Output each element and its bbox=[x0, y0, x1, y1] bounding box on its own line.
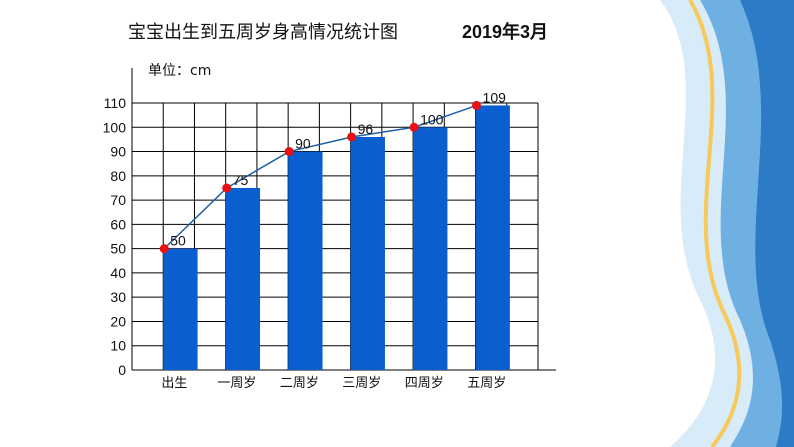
y-tick-label: 100 bbox=[103, 119, 127, 135]
bar-4 bbox=[413, 127, 448, 370]
data-label: 90 bbox=[295, 136, 311, 152]
x-tick-label: 三周岁 bbox=[342, 375, 381, 390]
line-point-4 bbox=[409, 122, 419, 132]
bar-2 bbox=[288, 151, 323, 370]
data-label: 109 bbox=[483, 89, 507, 105]
bar-3 bbox=[350, 136, 385, 370]
decor-wave-dark bbox=[740, 0, 794, 447]
y-tick-label: 50 bbox=[110, 241, 126, 257]
y-tick-label: 20 bbox=[110, 313, 126, 329]
data-label: 96 bbox=[358, 121, 374, 137]
x-tick-label: 一周岁 bbox=[217, 375, 256, 390]
line-point-2 bbox=[284, 147, 294, 157]
bar-5 bbox=[475, 105, 510, 370]
line-point-0 bbox=[159, 244, 169, 254]
data-label: 100 bbox=[420, 111, 444, 127]
y-tick-label: 70 bbox=[110, 192, 126, 208]
line-point-5 bbox=[472, 100, 482, 110]
y-tick-label: 90 bbox=[110, 144, 126, 160]
unit-label: 单位：cm bbox=[148, 63, 212, 79]
x-tick-label: 四周岁 bbox=[405, 375, 444, 390]
bar-1 bbox=[225, 187, 261, 370]
data-label: 50 bbox=[170, 233, 186, 249]
y-tick-label: 60 bbox=[110, 216, 126, 232]
y-tick-label: 80 bbox=[110, 168, 126, 184]
chart-title: 宝宝出生到五周岁身高情况统计图 bbox=[128, 22, 398, 43]
decor-wave-accent bbox=[688, 0, 742, 447]
line-point-3 bbox=[347, 132, 357, 142]
x-tick-label: 二周岁 bbox=[280, 375, 319, 390]
line-series bbox=[163, 104, 477, 250]
y-tick-label: 0 bbox=[118, 362, 126, 378]
bar-0 bbox=[163, 248, 198, 370]
y-tick-label: 110 bbox=[104, 95, 127, 111]
x-tick-label: 五周岁 bbox=[467, 375, 506, 390]
line-point-1 bbox=[222, 183, 232, 193]
data-label: 75 bbox=[233, 172, 249, 188]
x-tick-label: 出生 bbox=[161, 375, 187, 390]
y-tick-label: 10 bbox=[110, 338, 126, 354]
y-tick-label: 30 bbox=[110, 289, 126, 305]
chart-date: 2019年3月 bbox=[462, 22, 549, 42]
y-tick-label: 40 bbox=[110, 265, 126, 281]
